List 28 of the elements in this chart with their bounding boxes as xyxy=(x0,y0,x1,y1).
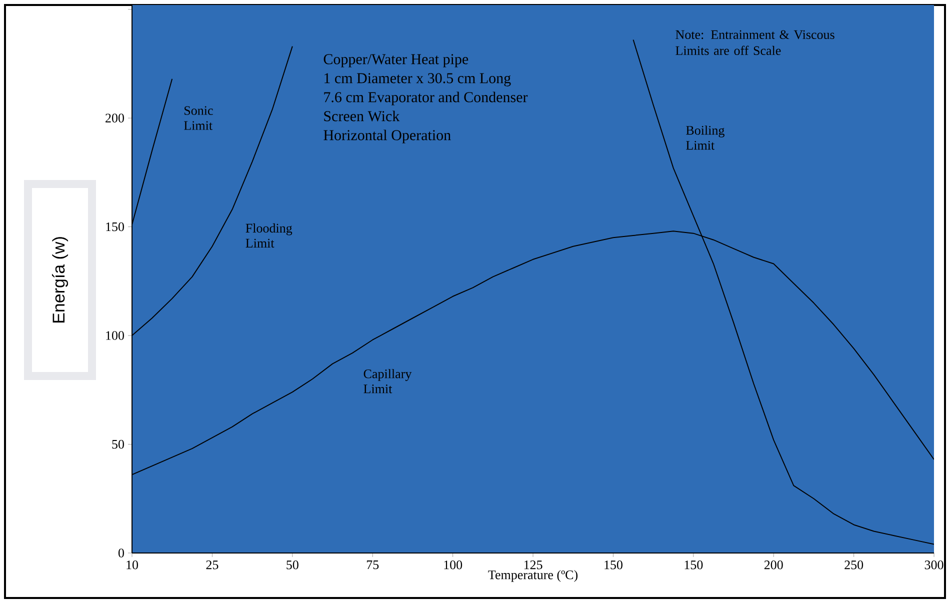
annotation: Copper/Water Heat pipe xyxy=(324,54,468,68)
x-tick-label: 150 xyxy=(604,560,622,570)
annotation: Screen Wick xyxy=(324,110,400,122)
annotation: Horizontal Operation xyxy=(324,130,451,144)
y-tick-label: 50 xyxy=(112,440,124,449)
y-tick-label: 0 xyxy=(118,548,124,558)
series-label: Flooding Limit xyxy=(246,223,292,248)
x-tick-label: 25 xyxy=(206,560,218,570)
annotation: Note: Entrainment & Viscous Limits are off Scale xyxy=(676,30,834,56)
x-tick-label: 50 xyxy=(286,560,298,570)
y-tick-label: 100 xyxy=(106,331,124,340)
x-tick-label: 10 xyxy=(126,560,138,570)
x-tick-label: 200 xyxy=(764,560,783,570)
x-tick-label: 150 xyxy=(684,560,703,570)
x-tick-label: 300 xyxy=(924,560,944,570)
annotation: 1 cm Diameter x 30.5 cm Long xyxy=(324,73,511,86)
x-tick-label: 250 xyxy=(844,560,864,570)
y-tick-label: 150 xyxy=(106,222,124,232)
x-tick-label: 125 xyxy=(524,560,542,570)
x-tick-label: 75 xyxy=(366,560,379,570)
series-label: Sonic Limit xyxy=(184,106,213,130)
x-axis-title: Temperature (ºC) xyxy=(488,570,578,582)
y-axis-title: Energía (w) xyxy=(52,237,68,323)
series-label: Capillary Limit xyxy=(364,369,412,394)
annotation: 7.6 cm Evaporator and Condenser xyxy=(324,92,528,106)
y-tick-label: 200 xyxy=(106,114,124,122)
x-tick-label: 100 xyxy=(444,560,462,570)
series-label: Boiling Limit xyxy=(686,126,724,150)
